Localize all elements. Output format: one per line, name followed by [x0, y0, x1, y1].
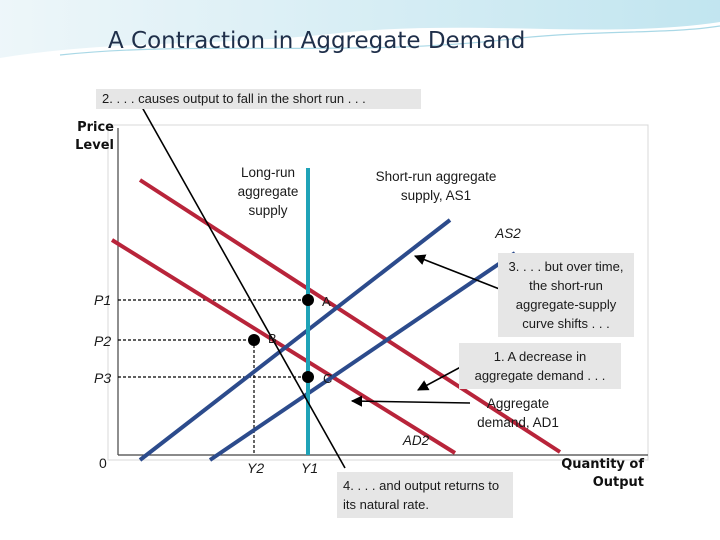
- y-tick-p2: P2: [94, 333, 112, 349]
- origin-label: 0: [99, 455, 107, 471]
- lras-label: Long-run aggregate supply: [237, 165, 299, 218]
- annotation-step1: 1. A decrease in aggregate demand . . .: [459, 343, 621, 389]
- ad-shift-arrow: [350, 395, 471, 407]
- point-b-label: B: [268, 331, 277, 346]
- y-axis-title: Price Level: [75, 120, 114, 153]
- step2-pointer: [137, 99, 346, 469]
- as1-curve: [138, 218, 452, 462]
- as2-curve: [208, 251, 517, 462]
- point-c-label: C: [323, 371, 333, 386]
- ad1-label: Aggregate demand, AD1: [477, 396, 559, 430]
- step3-arrow: [413, 254, 503, 291]
- annotation-step2: 2. . . . causes output to fall in the sh…: [96, 89, 421, 109]
- point-b: [248, 334, 260, 346]
- slide-title: A Contraction in Aggregate Demand: [108, 28, 526, 54]
- x-tick-y1: Y1: [301, 460, 319, 476]
- ad1-curve: [138, 178, 562, 454]
- annotation-step4: 4. . . . and output returns to its natur…: [337, 472, 513, 518]
- x-tick-y2: Y2: [247, 460, 265, 476]
- y-tick-p3: P3: [94, 370, 112, 386]
- point-a: [302, 294, 314, 306]
- annotation-step3: 3. . . . but over time, the short-run ag…: [498, 253, 634, 337]
- as2-label: AS2: [495, 226, 521, 241]
- x-axis-title: Quantity of Output: [561, 457, 644, 490]
- as1-label: Short-run aggregate supply, AS1: [375, 169, 497, 203]
- guide-lines: [118, 299, 308, 455]
- y-tick-p1: P1: [94, 292, 112, 308]
- header-decoration: [0, 0, 720, 58]
- point-a-label: A: [322, 294, 331, 309]
- point-c: [302, 371, 314, 383]
- ad2-label: AD2: [402, 433, 430, 448]
